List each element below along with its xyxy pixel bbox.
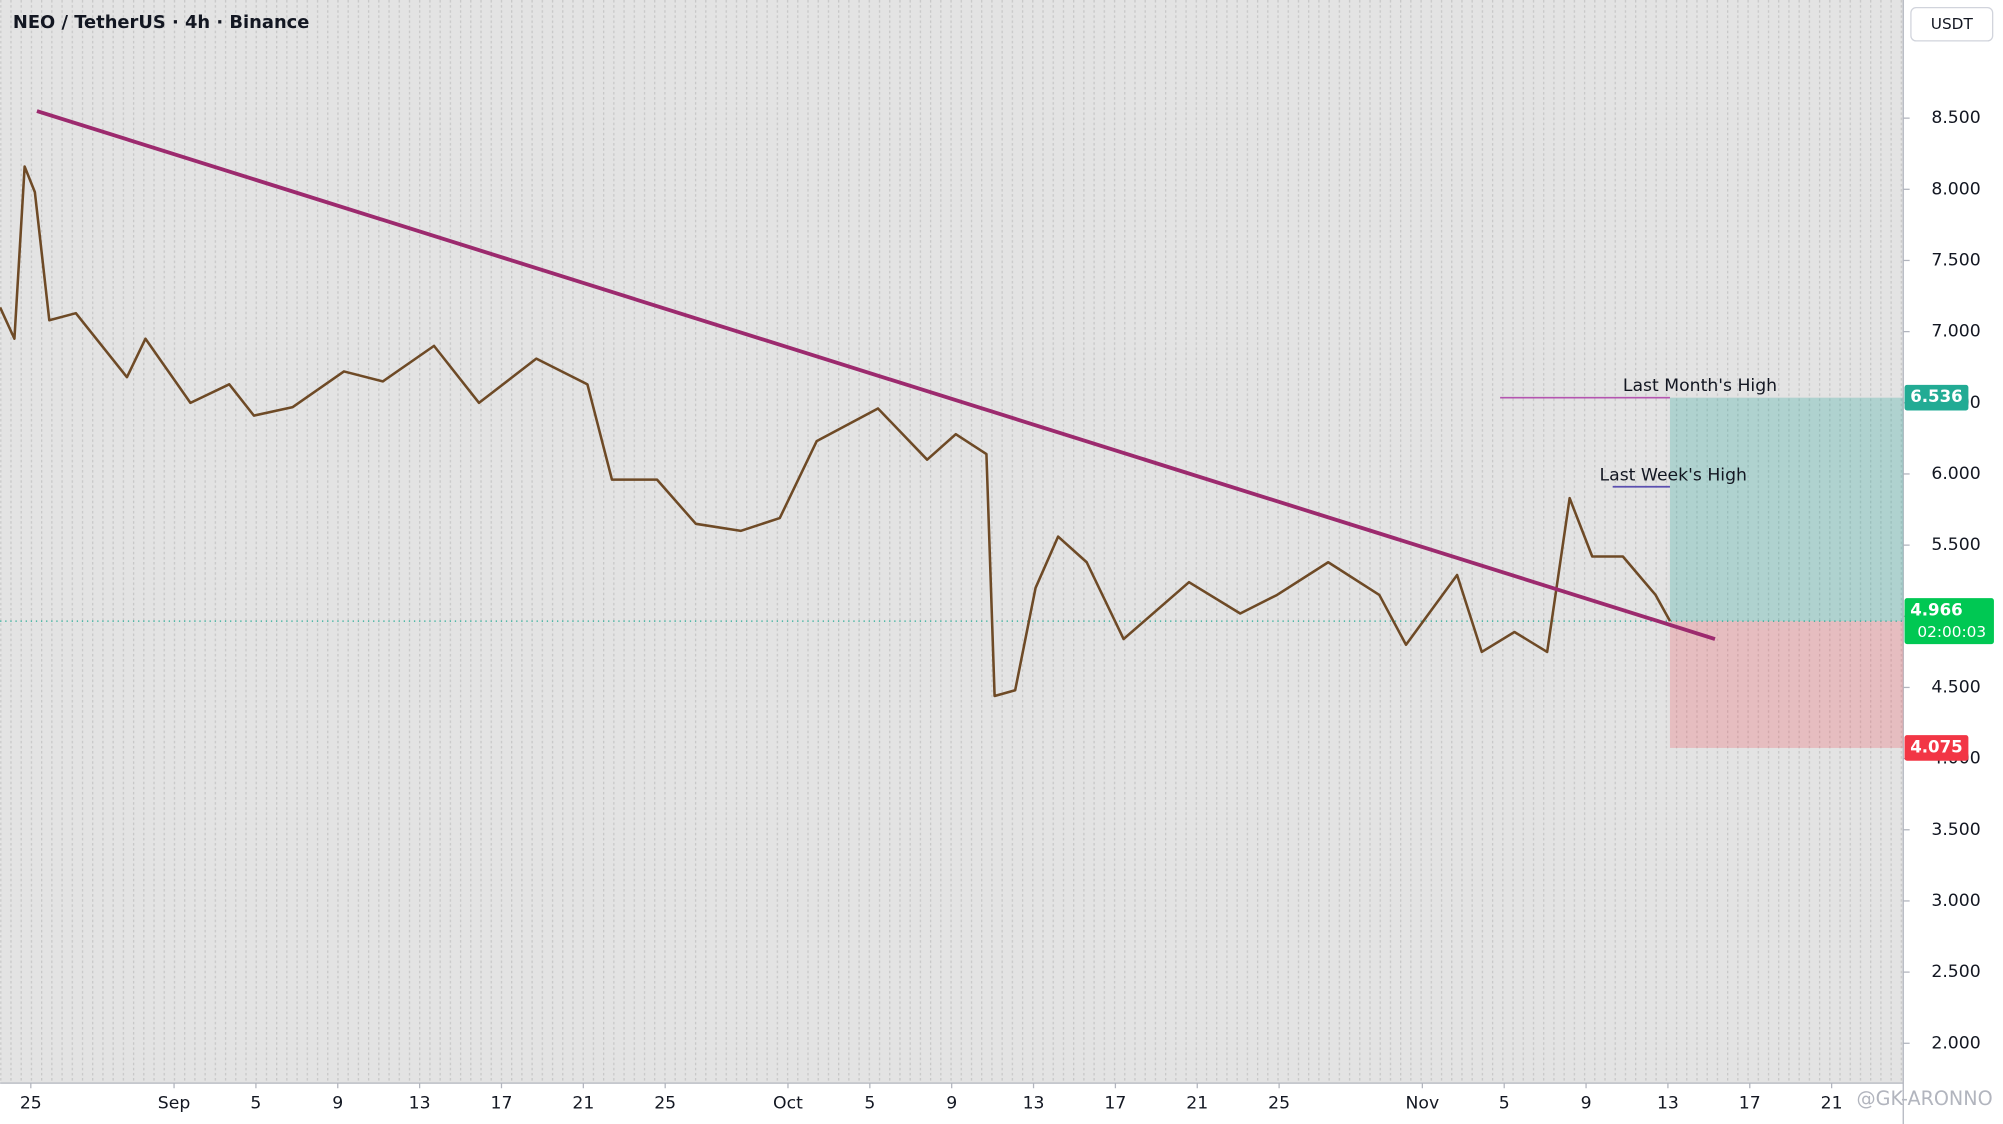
x-tick-label: 13 (1657, 1094, 1679, 1114)
x-tick-label: 9 (946, 1094, 957, 1114)
y-tick-label: 4.500 (1931, 677, 1980, 697)
y-tick-label: 8.000 (1931, 179, 1980, 199)
level-label: Last Month's High (1623, 376, 1777, 396)
vertical-grid (0, 0, 1904, 1084)
x-tick-label: Oct (773, 1094, 803, 1114)
y-tick-label: 2.000 (1931, 1033, 1980, 1053)
price-badge (1904, 598, 1994, 645)
stop-zone (1669, 621, 1904, 748)
marks: Last Month's High Last Week's High (0, 109, 1904, 748)
countdown-label: 02:00:03 (1917, 623, 1986, 641)
y-tick-label: 2.500 (1931, 962, 1980, 982)
currency-label[interactable]: USDT (1931, 15, 1974, 33)
y-tick-label: 3.500 (1931, 820, 1980, 840)
x-tick-label: 5 (250, 1094, 261, 1114)
x-tick-label: 9 (332, 1094, 343, 1114)
x-tick-label: 5 (1499, 1094, 1510, 1114)
x-tick-label: 21 (572, 1094, 594, 1114)
y-tick-label: 8.500 (1931, 108, 1980, 128)
price-badge-label: 6.536 (1910, 387, 1962, 406)
x-tick-label: 17 (491, 1094, 513, 1114)
y-tick-label: 5.500 (1931, 535, 1980, 555)
price-badge-label: 4.075 (1910, 737, 1962, 756)
trendline (36, 109, 1716, 641)
price-line (0, 165, 1672, 698)
y-tick-label: 6.000 (1931, 464, 1980, 484)
level-label: Last Week's High (1600, 465, 1747, 485)
chart-title: NEO / TetherUS · 4h · Binance (13, 12, 310, 33)
x-tick-label: 17 (1739, 1094, 1761, 1114)
x-tick-label: 25 (20, 1094, 42, 1114)
y-tick-label: 7.500 (1931, 250, 1980, 270)
watermark: @GK-ARONNO (1856, 1087, 1992, 1110)
price-badge (1904, 384, 1969, 411)
x-tick-label: Sep (158, 1094, 190, 1114)
y-tick-label: 7.000 (1931, 322, 1980, 342)
target-zone (1669, 397, 1904, 622)
x-tick-label: 21 (1186, 1094, 1208, 1114)
x-tick-label: Nov (1406, 1094, 1440, 1114)
y-tick-label: 3.000 (1931, 891, 1980, 911)
price-badge (1904, 735, 1969, 761)
x-tick-label: 17 (1104, 1094, 1126, 1114)
x-tick-label: 25 (654, 1094, 676, 1114)
x-tick-label: 13 (409, 1094, 431, 1114)
x-tick-label: 9 (1581, 1094, 1592, 1114)
currency-button[interactable] (1910, 7, 1994, 42)
x-tick-label: 21 (1821, 1094, 1843, 1114)
x-tick-label: 25 (1268, 1094, 1290, 1114)
price-badge-label: 4.966 (1910, 600, 1962, 619)
x-tick-label: 13 (1023, 1094, 1045, 1114)
x-tick-label: 5 (864, 1094, 875, 1114)
